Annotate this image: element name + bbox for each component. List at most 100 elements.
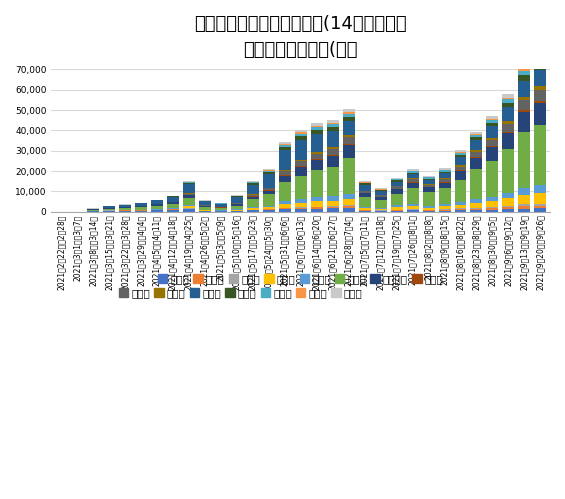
Bar [327, 120, 338, 123]
Bar [423, 184, 434, 185]
Bar [247, 195, 259, 196]
Bar [263, 210, 275, 212]
Bar [151, 201, 163, 204]
Bar [311, 126, 323, 127]
Bar [502, 198, 515, 206]
Bar [534, 86, 546, 90]
Bar [423, 188, 434, 192]
Bar [471, 158, 483, 169]
Bar [231, 195, 243, 196]
Bar [263, 194, 275, 206]
Bar [534, 193, 546, 204]
Bar [423, 210, 434, 211]
Bar [183, 208, 195, 209]
Bar [454, 210, 467, 212]
Bar [486, 140, 498, 146]
Bar [279, 209, 290, 210]
Bar [407, 171, 419, 173]
Bar [438, 178, 450, 179]
Bar [438, 211, 450, 212]
Bar [423, 208, 434, 210]
Bar [183, 183, 195, 184]
Bar [375, 200, 386, 208]
Bar [359, 207, 371, 208]
Bar [438, 189, 450, 204]
Bar [279, 150, 290, 170]
Bar [135, 211, 147, 212]
Bar [167, 204, 179, 209]
Bar [119, 211, 131, 212]
Bar [279, 144, 290, 145]
Bar [423, 178, 434, 179]
Bar [502, 99, 515, 103]
Bar [407, 188, 419, 204]
Bar [311, 152, 323, 154]
Bar [390, 187, 403, 189]
Bar [279, 182, 290, 202]
Legend: 愛知県, 京都府, 大阪府, 兵庫県, 福岡県, 沖縄県, その他: 愛知県, 京都府, 大阪府, 兵庫県, 福岡県, 沖縄県, その他 [119, 288, 363, 298]
Bar [119, 207, 131, 208]
Bar [215, 208, 227, 209]
Bar [167, 202, 179, 204]
Bar [167, 210, 179, 212]
Bar [519, 206, 531, 209]
Bar [534, 52, 546, 57]
Bar [215, 209, 227, 210]
Bar [183, 206, 195, 208]
Bar [342, 114, 355, 117]
Bar [359, 181, 371, 182]
Bar [438, 209, 450, 210]
Bar [327, 208, 338, 212]
Bar [311, 202, 323, 207]
Bar [486, 119, 498, 120]
Bar [471, 203, 483, 208]
Bar [295, 176, 307, 199]
Bar [390, 211, 403, 212]
Bar [295, 208, 307, 209]
Bar [519, 209, 531, 212]
Bar [534, 206, 546, 208]
Bar [263, 170, 275, 171]
Bar [486, 210, 498, 212]
Bar [534, 103, 546, 125]
Bar [87, 209, 99, 210]
Bar [534, 59, 546, 64]
Bar [279, 175, 290, 176]
Bar [519, 110, 531, 112]
Bar [375, 197, 386, 200]
Bar [199, 207, 211, 210]
Bar [471, 199, 483, 203]
Bar [471, 150, 483, 152]
Bar [502, 132, 515, 133]
Bar [279, 147, 290, 150]
Bar [390, 189, 403, 194]
Bar [390, 182, 403, 186]
Bar [438, 170, 450, 172]
Bar [231, 211, 243, 212]
Bar [103, 206, 115, 208]
Bar [454, 167, 467, 171]
Bar [502, 121, 515, 124]
Bar [295, 209, 307, 212]
Bar [534, 64, 546, 70]
Bar [103, 208, 115, 209]
Bar [135, 208, 147, 210]
Bar [519, 112, 531, 132]
Bar [327, 156, 338, 167]
Bar [502, 133, 515, 149]
Bar [263, 171, 275, 172]
Bar [486, 120, 498, 123]
Bar [390, 181, 403, 182]
Bar [390, 194, 403, 206]
Bar [327, 201, 338, 206]
Bar [151, 205, 163, 206]
Bar [327, 131, 338, 147]
Bar [502, 98, 515, 99]
Bar [247, 210, 259, 211]
Bar [519, 132, 531, 188]
Bar [390, 206, 403, 207]
Bar [486, 208, 498, 210]
Bar [295, 160, 307, 161]
Bar [359, 208, 371, 210]
Bar [263, 207, 275, 209]
